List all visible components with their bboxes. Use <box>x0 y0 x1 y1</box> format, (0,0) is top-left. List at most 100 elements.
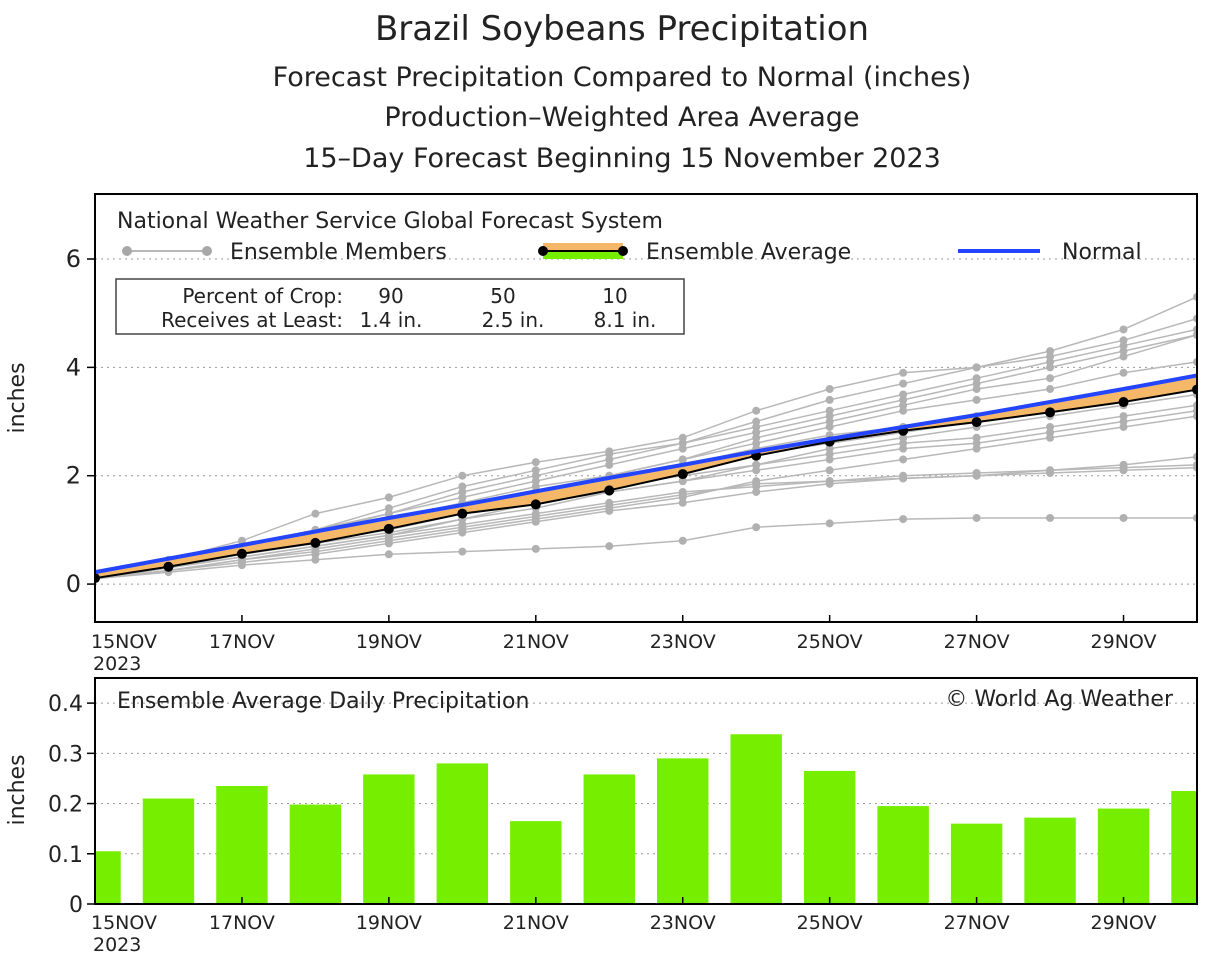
ensemble-average-point <box>236 548 247 559</box>
ensemble-member-point <box>678 477 687 486</box>
crop-table-frame <box>115 278 685 335</box>
top-x-tick-label: 15NOV <box>91 631 157 653</box>
ensemble-band-segment <box>535 477 610 505</box>
crop-amount-50: 2.5 in. <box>482 308 545 332</box>
chart-subtitle-3: 15–Day Forecast Beginning 15 November 20… <box>303 143 941 174</box>
crop-row1-label: Percent of Crop: <box>182 284 343 308</box>
legend-members-marker <box>202 246 212 256</box>
ensemble-member-line <box>95 404 1197 580</box>
top-x-tick-label: 19NOV <box>356 631 422 653</box>
ensemble-band-segment <box>1050 389 1124 413</box>
legend-normal-label: Normal <box>1062 240 1142 265</box>
daily-precip-bar <box>803 770 856 904</box>
daily-precip-bar <box>510 821 562 904</box>
daily-precip-bar <box>730 734 782 904</box>
bottom-grid <box>95 702 1197 855</box>
ensemble-member-point <box>825 479 834 488</box>
daily-precip-bar <box>1024 817 1076 904</box>
crop-row2-label: Receives at Least: <box>161 308 343 332</box>
ensemble-member-point <box>605 542 614 551</box>
ensemble-band <box>95 375 1197 579</box>
ensemble-members <box>95 292 1197 583</box>
ensemble-member-point <box>1119 412 1128 421</box>
ensemble-average-line <box>95 388 1197 580</box>
ensemble-member-line <box>95 456 1197 580</box>
ensemble-member-point <box>899 515 908 524</box>
ensemble-average-point <box>163 561 174 572</box>
top-grid <box>95 258 1197 585</box>
bottom-y-tick-label: 0.2 <box>48 793 83 818</box>
ensemble-member-point <box>1046 469 1055 478</box>
ensemble-band-segment <box>315 518 389 543</box>
ensemble-member-point <box>752 487 761 496</box>
ensemble-member-point <box>752 523 761 532</box>
bottom-x-tick-label: 23NOV <box>650 912 716 934</box>
ensemble-band-segment <box>1123 375 1197 402</box>
ensemble-band-segment <box>241 531 316 554</box>
bottom-y-tick-label: 0.1 <box>48 843 83 868</box>
ensemble-member-point <box>1046 374 1055 383</box>
crop-amount-10: 8.1 in. <box>594 308 657 332</box>
daily-precip-bar <box>583 774 635 904</box>
top-y-tick-label: 6 <box>66 245 81 273</box>
ensemble-member-line <box>95 517 1197 580</box>
ensemble-member-point <box>825 385 834 394</box>
daily-precip-bar <box>142 798 195 904</box>
legend-source: National Weather Service Global Forecast… <box>117 209 663 234</box>
chart-subtitle-2: Production–Weighted Area Average <box>384 102 859 133</box>
chart-subtitle-1: Forecast Precipitation Compared to Norma… <box>273 62 972 93</box>
ensemble-member-point <box>384 493 393 502</box>
ensemble-member-point <box>237 558 246 567</box>
crop-table: Percent of Crop: 90 50 10 Receives at Le… <box>115 278 685 335</box>
ensemble-member-point <box>972 395 981 404</box>
ensemble-member-point <box>972 374 981 383</box>
bottom-x-tick-label: 27NOV <box>944 912 1010 934</box>
daily-precip-bar <box>289 804 342 904</box>
daily-precip-bar <box>95 851 121 904</box>
daily-bars <box>95 734 1197 904</box>
ensemble-member-point <box>458 482 467 491</box>
ensemble-member-point <box>825 406 834 415</box>
ensemble-member-point <box>899 379 908 388</box>
ensemble-member-point <box>1119 341 1128 350</box>
ensemble-band-segment <box>388 505 463 529</box>
ensemble-member-point <box>752 422 761 431</box>
ensemble-average-point <box>457 508 468 519</box>
ensemble-average-point <box>604 485 615 496</box>
ensemble-member-point <box>899 455 908 464</box>
ensemble-band-segment <box>609 464 683 491</box>
ensemble-member-point <box>825 519 834 528</box>
ensemble-member-point <box>311 509 320 518</box>
ensemble-average-point <box>1118 397 1129 408</box>
ensemble-member-point <box>825 395 834 404</box>
normal-line <box>95 373 1197 575</box>
daily-precip-bar <box>657 758 709 904</box>
top-y-tick-label: 2 <box>66 462 81 490</box>
ensemble-member-point <box>972 513 981 522</box>
ensemble-member-point <box>678 490 687 499</box>
ensemble-member-point <box>899 390 908 399</box>
daily-precip-bar <box>216 785 268 904</box>
top-x-tick-label: 23NOV <box>650 631 716 653</box>
top-x-tick-label: 27NOV <box>944 631 1010 653</box>
daily-precip-bar <box>950 823 1003 904</box>
ensemble-member-point <box>1046 347 1055 356</box>
ensemble-member-point <box>531 517 540 526</box>
ensemble-average-point <box>383 523 394 534</box>
top-axes: 0 2 4 6 15NOV 17NOV 19NOV 21NOV 23NOV 25NOV 27NOV 2… <box>66 245 1157 675</box>
legend: National Weather Service Global Forecast… <box>117 209 1142 265</box>
ensemble-member-point <box>678 439 687 448</box>
top-y-tick-label: 0 <box>66 570 81 598</box>
ensemble-member-point <box>752 406 761 415</box>
ensemble-member-point <box>531 458 540 467</box>
top-x-tick-label: 25NOV <box>797 631 863 653</box>
bottom-x-tick-label: 21NOV <box>503 912 569 934</box>
top-x-tick-label: 17NOV <box>209 631 275 653</box>
ensemble-member-point <box>678 498 687 507</box>
ensemble-member-point <box>384 504 393 513</box>
bottom-x-tick-label: 25NOV <box>797 912 863 934</box>
ensemble-member-point <box>531 482 540 491</box>
ensemble-member-line <box>95 296 1197 579</box>
ensemble-member-point <box>1119 513 1128 522</box>
